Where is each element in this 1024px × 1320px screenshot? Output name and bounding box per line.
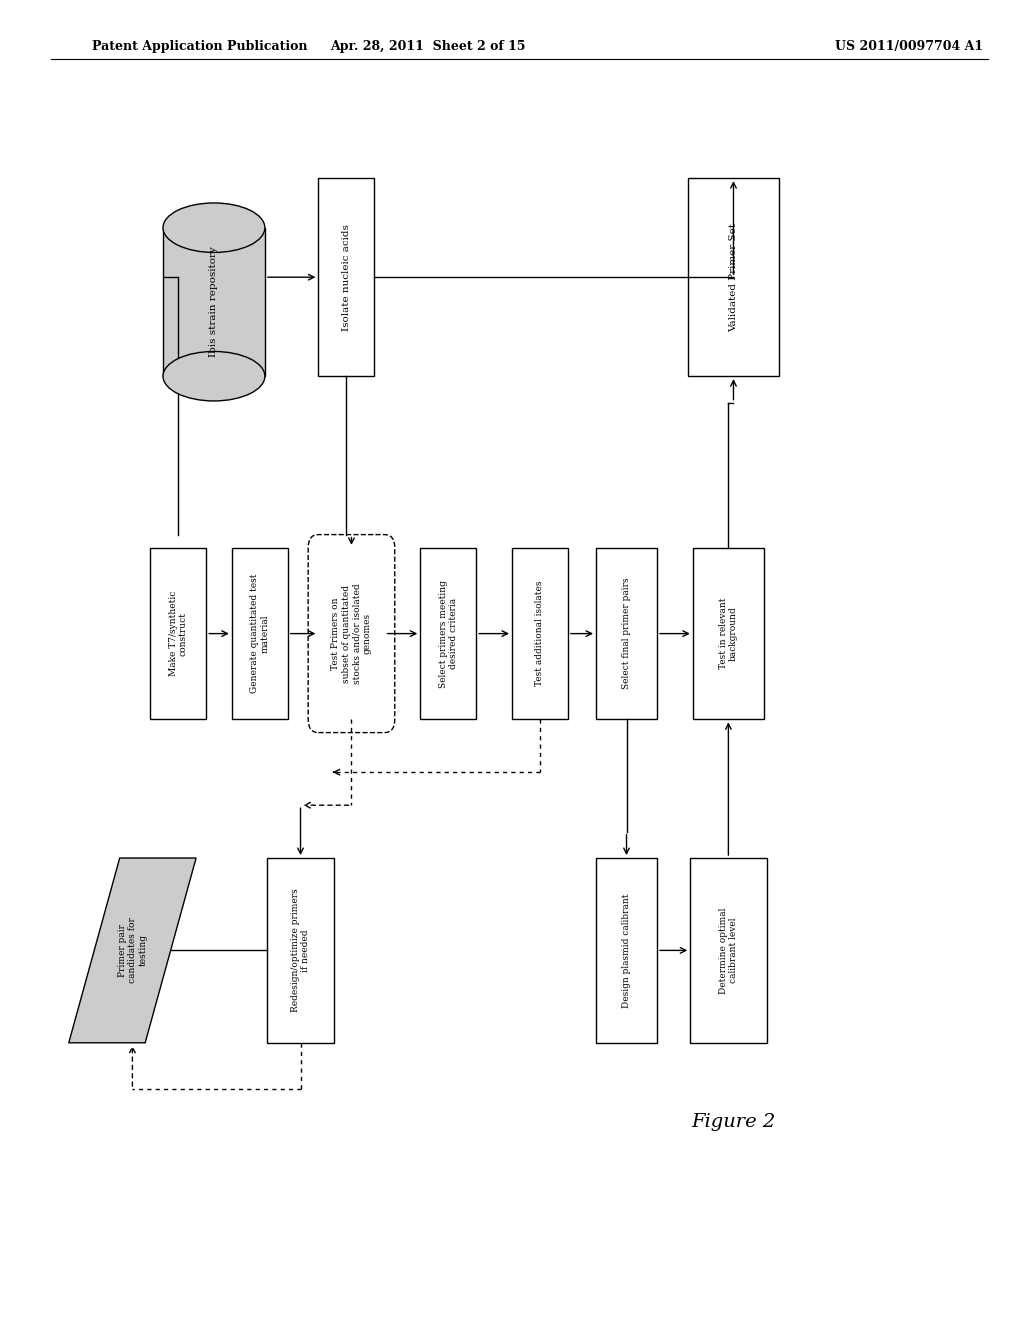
FancyBboxPatch shape: [692, 548, 764, 719]
Text: Validated Primer Set: Validated Primer Set: [729, 223, 738, 331]
FancyBboxPatch shape: [318, 178, 375, 376]
Text: Test in relevant
background: Test in relevant background: [719, 598, 738, 669]
Ellipse shape: [163, 351, 265, 401]
Text: Determine optimal
calibrant level: Determine optimal calibrant level: [719, 907, 738, 994]
Text: Generate quantitated test
material: Generate quantitated test material: [250, 574, 269, 693]
FancyBboxPatch shape: [596, 548, 657, 719]
Polygon shape: [69, 858, 197, 1043]
Text: Isolate nucleic acids: Isolate nucleic acids: [342, 224, 351, 330]
FancyBboxPatch shape: [163, 227, 265, 376]
Text: Apr. 28, 2011  Sheet 2 of 15: Apr. 28, 2011 Sheet 2 of 15: [330, 40, 525, 53]
Text: Test additional isolates: Test additional isolates: [536, 581, 545, 686]
FancyBboxPatch shape: [231, 548, 288, 719]
Ellipse shape: [163, 203, 265, 252]
FancyBboxPatch shape: [688, 178, 779, 376]
FancyBboxPatch shape: [308, 535, 395, 733]
Text: Figure 2: Figure 2: [691, 1113, 775, 1131]
FancyBboxPatch shape: [596, 858, 657, 1043]
FancyBboxPatch shape: [267, 858, 334, 1043]
Text: Patent Application Publication: Patent Application Publication: [92, 40, 307, 53]
Text: Redesign/optimize primers
if needed: Redesign/optimize primers if needed: [291, 888, 310, 1012]
Text: Make T7/synthetic
construct: Make T7/synthetic construct: [169, 591, 188, 676]
Text: Select primers meeting
desired criteria: Select primers meeting desired criteria: [438, 579, 458, 688]
Text: Select final primer pairs: Select final primer pairs: [622, 578, 631, 689]
FancyBboxPatch shape: [690, 858, 767, 1043]
FancyBboxPatch shape: [512, 548, 568, 719]
Text: Primer pair
candidates for
testing: Primer pair candidates for testing: [118, 917, 147, 983]
Text: Design plasmid calibrant: Design plasmid calibrant: [622, 894, 631, 1007]
Text: US 2011/0097704 A1: US 2011/0097704 A1: [836, 40, 983, 53]
Text: Test Primers on
subset of quantitated
stocks and/or isolated
genomes: Test Primers on subset of quantitated st…: [332, 583, 372, 684]
FancyBboxPatch shape: [151, 548, 206, 719]
FancyBboxPatch shape: [420, 548, 476, 719]
Text: Ibis strain repository: Ibis strain repository: [210, 247, 218, 358]
